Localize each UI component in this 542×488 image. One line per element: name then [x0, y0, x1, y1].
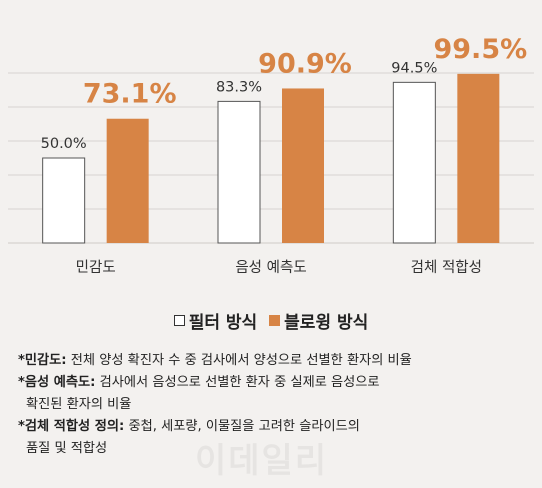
legend: 필터 방식 블로윙 방식 — [0, 308, 542, 333]
legend-swatch-filter — [173, 315, 185, 326]
x-tick-label: 음성 예측도 — [235, 259, 306, 276]
bar-blowing — [282, 88, 324, 243]
bar-chart: 민감도 50.0% 73.1% 음성 예측도 83.3%90.9% 검체 적합성 94.5%… — [8, 34, 534, 276]
data-label-filter: 50.0% — [41, 136, 87, 152]
data-label-filter: 83.3% — [216, 79, 262, 95]
note-npv-cont: 확진된 환자의 비율 — [26, 397, 132, 412]
legend-item-filter: 필터 방식 — [173, 308, 258, 333]
x-tick-label: 민감도 — [76, 259, 116, 276]
x-tick-label: 검체 적합성 — [411, 259, 482, 276]
legend-item-blowing: 블로윙 방식 — [269, 308, 368, 333]
data-label-blowing: 99.5% — [433, 34, 527, 65]
bar-filter — [217, 100, 261, 244]
bar-filter — [42, 157, 86, 244]
bar-blowing — [106, 118, 149, 243]
note-adequacy: *검체 적합성 정의: 중첩, 세포량, 이물질을 고려한 슬라이드의 — [18, 419, 360, 434]
data-label-blowing: 90.9% — [258, 48, 352, 79]
bar-blowing — [457, 73, 500, 243]
watermark: 이데일리 — [195, 441, 329, 481]
note-adequacy-cont: 품질 및 적합성 — [26, 441, 108, 456]
bar-filter — [392, 81, 436, 244]
data-label-blowing: 73.1% — [83, 79, 177, 110]
note-sensitivity: *민감도: 전체 양성 확진자 수 중 검사에서 양성으로 선별한 환자의 비율 — [18, 353, 412, 368]
note-npv: *음성 예측도: 검사에서 음성으로 선별한 환자 중 실제로 음성으로 — [18, 375, 380, 390]
legend-label-blowing: 블로윙 방식 — [284, 313, 369, 333]
data-label-filter: 94.5% — [391, 60, 437, 76]
footnotes: *민감도: 전체 양성 확진자 수 중 검사에서 양성으로 선별한 환자의 비율… — [18, 350, 533, 460]
legend-swatch-blowing — [269, 315, 281, 326]
legend-label-filter: 필터 방식 — [188, 313, 258, 333]
